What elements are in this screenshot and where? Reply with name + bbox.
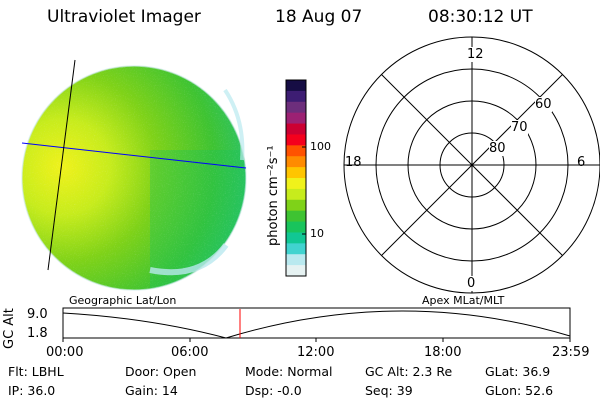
colorbar-segment: [286, 221, 306, 233]
colorbar-segment: [286, 178, 306, 190]
colorbar-segment: [286, 243, 306, 255]
polar-label-0: 0: [467, 276, 476, 291]
latitude-line: [21, 142, 247, 169]
dsp-status: Dsp: -0.0: [245, 383, 302, 398]
longitude-line: [47, 59, 76, 271]
seq-status: Seq: 39: [365, 383, 413, 398]
mode-status: Mode: Normal: [245, 364, 333, 379]
colorbar: [285, 79, 307, 277]
polar-label-18: 18: [345, 155, 362, 170]
colorbar-segment: [286, 123, 306, 135]
glon-status: GLon: 52.6: [485, 383, 554, 398]
gc-alt-status: GC Alt: 2.3 Re: [365, 364, 453, 379]
altitude-timeline: [62, 307, 571, 342]
ip-status: IP: 36.0: [8, 383, 56, 398]
timeline-x-tick-1800: 18:00: [424, 345, 462, 360]
polar-plot: [343, 36, 600, 294]
colorbar-segment: [286, 101, 306, 114]
colorbar-tick-10: 10: [310, 227, 324, 240]
colorbar-tick-100: 100: [310, 140, 331, 153]
timeline-right-title: Apex MLat/MLT: [422, 294, 505, 307]
polar-ring-label-70: 70: [511, 120, 528, 135]
date-label: 18 Aug 07: [275, 7, 363, 27]
timeline-y-tick-min: 1.8: [27, 326, 48, 341]
colorbar-segment: [286, 188, 306, 201]
filter-status: Flt: LBHL: [8, 364, 64, 379]
colorbar-segment: [286, 199, 306, 212]
instrument-title: Ultraviolet Imager: [47, 7, 201, 27]
colorbar-segment: [286, 254, 306, 266]
colorbar-segment: [286, 156, 306, 168]
timeline-y-tick-max: 9.0: [27, 307, 48, 322]
gain-status: Gain: 14: [125, 383, 178, 398]
colorbar-segment: [286, 232, 306, 244]
colorbar-segment: [286, 90, 306, 103]
timeline-x-tick-0600: 06:00: [171, 345, 209, 360]
colorbar-segment: [286, 112, 306, 125]
timeline-y-axis-label: GC Alt: [2, 308, 17, 349]
timeline-x-tick-0000: 00:00: [46, 345, 84, 360]
polar-ring-label-60: 60: [535, 97, 552, 112]
colorbar-unit-label: photon cm⁻²s⁻¹: [266, 145, 281, 246]
timeline-x-tick-1200: 12:00: [297, 345, 335, 360]
colorbar-segment: [286, 210, 306, 223]
colorbar-segment: [286, 80, 306, 92]
colorbar-segment: [286, 145, 306, 157]
colorbar-segment: [286, 167, 306, 179]
time-label: 08:30:12 UT: [428, 7, 533, 27]
colorbar-segment: [286, 134, 306, 146]
polar-ring-label-80: 80: [489, 141, 506, 156]
timeline-left-title: Geographic Lat/Lon: [69, 294, 177, 307]
glat-status: GLat: 36.9: [485, 364, 551, 379]
earth-image: [21, 59, 247, 291]
polar-label-12: 12: [467, 47, 484, 62]
polar-label-6: 6: [577, 155, 586, 170]
colorbar-segment: [286, 265, 306, 277]
door-status: Door: Open: [125, 364, 197, 379]
timeline-x-tick-2359: 23:59: [552, 345, 590, 360]
